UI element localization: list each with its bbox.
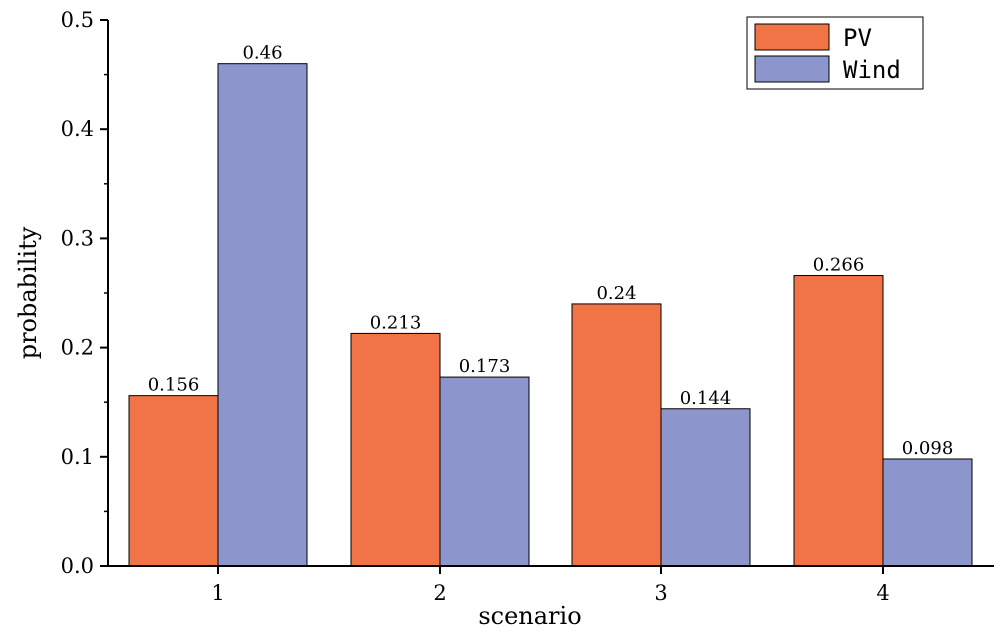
data-label-wind-4: 0.098: [902, 438, 954, 459]
bar-wind-3: [660, 408, 751, 567]
y-tick-label: 0.1: [61, 445, 94, 469]
y-tick-label: 0.2: [61, 336, 94, 360]
y-tick-label: 0.0: [61, 554, 94, 578]
legend-label-wind: Wind: [843, 56, 901, 84]
x-tick-label: 4: [876, 581, 889, 605]
bar-pv-2: [350, 332, 441, 567]
bar-pv-3: [571, 303, 662, 567]
bars-layer: [128, 63, 973, 567]
x-axis: 1 2 3 4: [108, 565, 994, 605]
y-axis-label: probability: [14, 226, 42, 359]
data-label-pv-2: 0.213: [370, 312, 422, 333]
x-tick-label: 1: [211, 581, 224, 605]
y-ticks: 0.0 0.1 0.2 0.3 0.4 0.5: [61, 8, 108, 578]
legend-label-pv: PV: [843, 24, 872, 52]
data-label-wind-3: 0.144: [680, 388, 732, 409]
y-tick-label: 0.4: [61, 117, 94, 141]
data-labels-layer: 0.156 0.213 0.24 0.266 0.46 0.173 0.144 0.098: [148, 43, 954, 459]
legend: PV Wind: [746, 16, 924, 90]
bar-wind-4: [882, 458, 973, 567]
data-label-wind-2: 0.173: [459, 356, 511, 377]
y-axis: 0.0 0.1 0.2 0.3 0.4 0.5: [61, 8, 109, 578]
legend-swatch-wind: [754, 55, 830, 83]
y-tick-label: 0.3: [61, 226, 94, 250]
x-tick-label: 3: [654, 581, 667, 605]
bar-pv-4: [793, 275, 884, 567]
data-label-wind-1: 0.46: [242, 43, 282, 64]
y-tick-label: 0.5: [61, 8, 94, 32]
legend-swatch-pv: [754, 23, 830, 51]
x-tick-label: 2: [433, 581, 446, 605]
x-axis-label: scenario: [478, 602, 581, 630]
x-ticks: 1 2 3 4: [211, 566, 890, 605]
data-label-pv-4: 0.266: [813, 255, 865, 276]
bar-pv-1: [128, 395, 219, 567]
bar-wind-2: [439, 376, 530, 567]
bar-wind-1: [217, 63, 308, 567]
data-label-pv-1: 0.156: [148, 375, 200, 396]
data-label-pv-3: 0.24: [596, 283, 636, 304]
